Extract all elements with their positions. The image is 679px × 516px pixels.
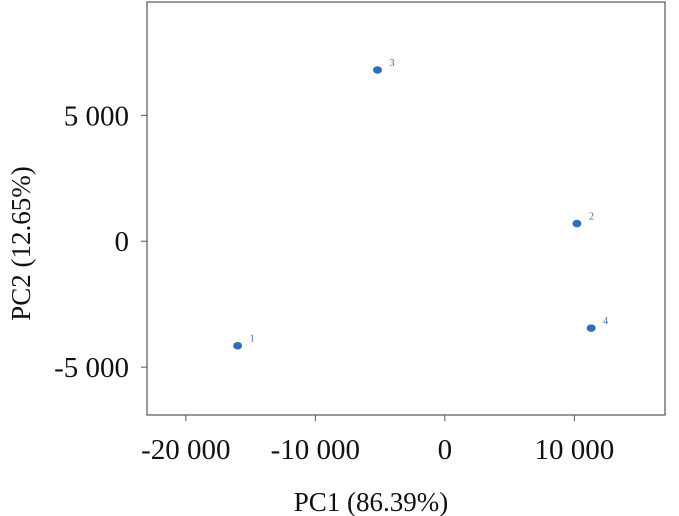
data-point-label-1: 1 <box>250 334 255 345</box>
data-point-4 <box>586 324 596 332</box>
x-axis-title: PC1 (86.39%) <box>294 487 449 516</box>
data-point-1 <box>233 341 243 350</box>
y-tick-label: -5 000 <box>54 352 129 384</box>
y-axis-ticks: -5 000 0 5 000 <box>54 100 147 384</box>
plot-frame <box>146 1 666 416</box>
y-axis-title: PC2 (12.65%) <box>6 166 36 321</box>
y-tick-label: 5 000 <box>64 100 129 132</box>
x-tick-label: -10 000 <box>271 434 360 466</box>
x-tick-label: -20 000 <box>141 434 230 466</box>
x-tick-label: 10 000 <box>534 434 614 466</box>
data-point-label-4: 4 <box>603 316 608 327</box>
x-tick-label: 0 <box>438 434 453 466</box>
x-axis-ticks: -20 000 -10 000 0 10 000 <box>141 415 614 466</box>
data-point-label-3: 3 <box>390 58 395 69</box>
data-point-label-2: 2 <box>589 212 594 223</box>
data-point-2 <box>572 219 582 228</box>
data-point-3 <box>373 66 383 74</box>
y-tick-label: 0 <box>115 226 130 258</box>
plot-border <box>146 1 666 416</box>
data-points: 1 2 3 4 <box>233 58 608 350</box>
